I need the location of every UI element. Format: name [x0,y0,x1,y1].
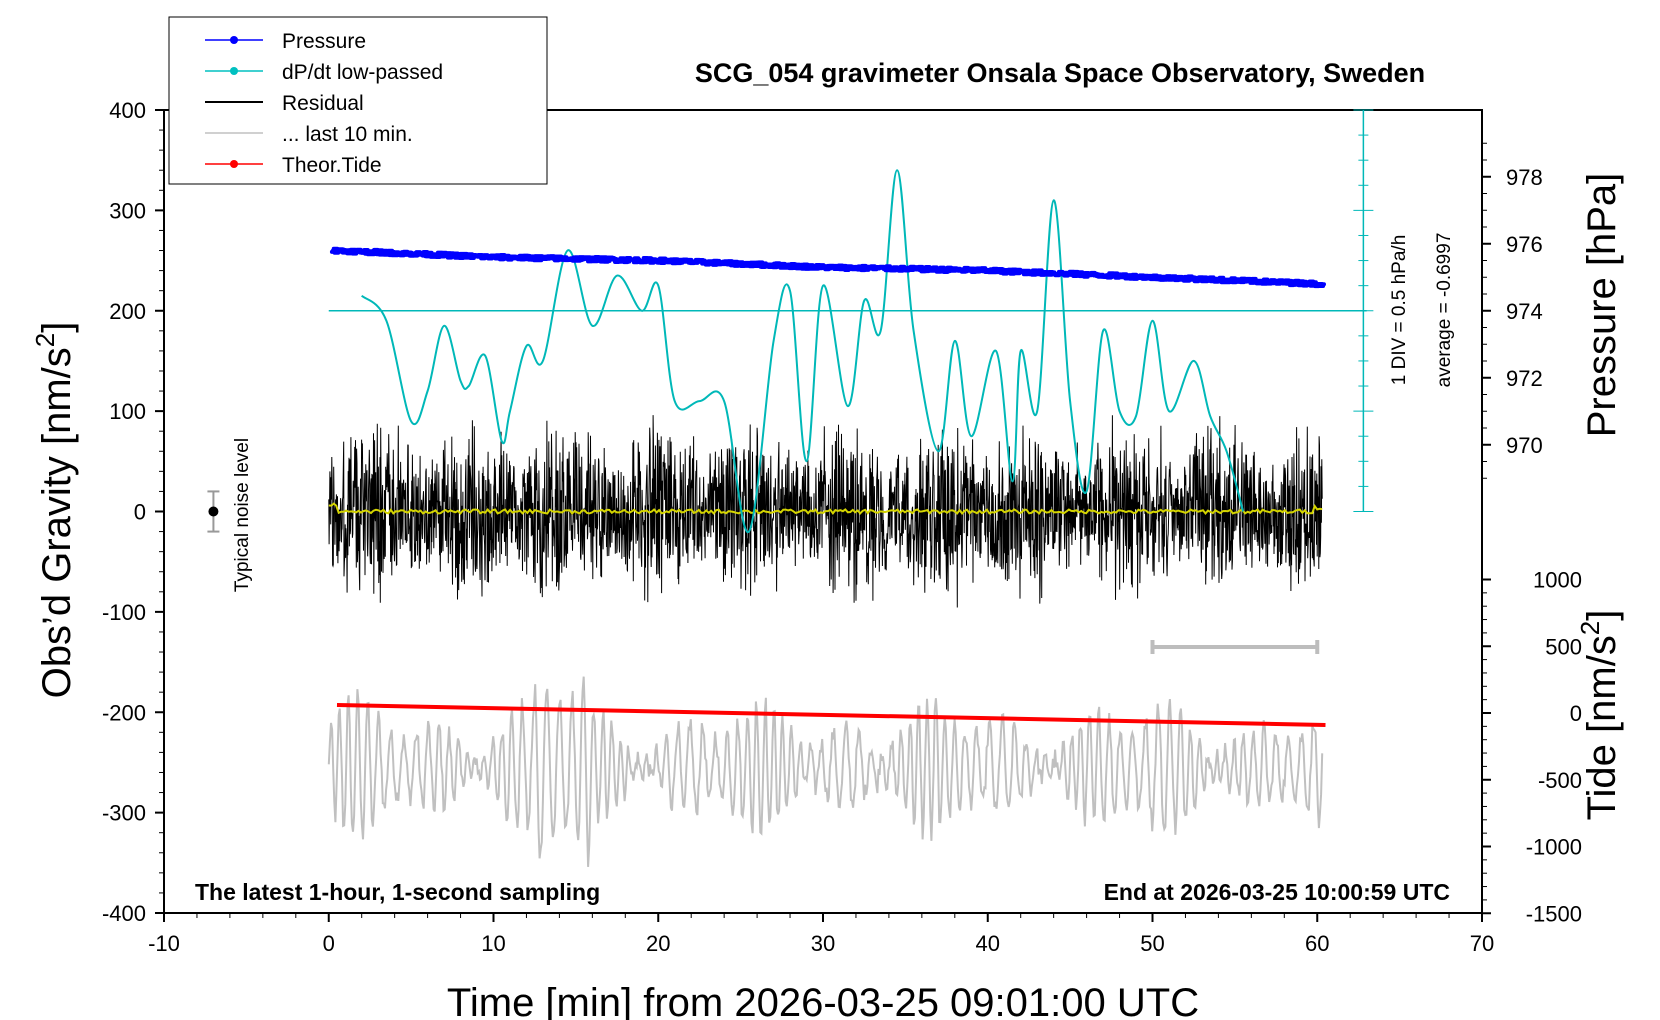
tide-line [336,702,1326,728]
tide-tick-label: 0 [1570,701,1582,726]
pressure-tick-label: 978 [1506,165,1543,190]
x-tick-label: 20 [646,931,670,956]
tide-series [336,702,1326,728]
left-tick-label: 200 [109,299,146,324]
tide-tick-label: -1000 [1526,835,1582,860]
pressure-tick-label: 976 [1506,232,1543,257]
tide-tick-label: 1000 [1533,568,1582,593]
left-tick-label: 400 [109,98,146,123]
legend-label: Residual [282,92,364,115]
chart-title: SCG_054 gravimeter Onsala Space Observat… [695,58,1425,88]
legend-marker [230,160,238,168]
left-tick-label: -200 [102,700,146,725]
last10-line [327,676,1324,867]
residual-series [328,415,1323,608]
x-tick-label: 40 [976,931,1000,956]
legend-label: ... last 10 min. [282,123,413,146]
x-tick-label: 0 [323,931,335,956]
end-note: End at 2026-03-25 10:00:59 UTC [1104,879,1450,905]
pressure-tick-label: 974 [1506,299,1543,324]
pressure-tick-label: 972 [1506,366,1543,391]
x-tick-label: 10 [481,931,505,956]
left-axis-title: Obs’d Gravity [nm/s2] [30,322,79,699]
sampling-note: The latest 1-hour, 1-second sampling [195,879,600,905]
x-axis: -10 0 10 20 30 40 50 60 70 [148,913,1494,956]
x-tick-label: 70 [1470,931,1494,956]
left-tick-label: 100 [109,399,146,424]
residual-mean-line [328,502,1323,516]
pressure-points [329,246,1326,289]
legend-label: dP/dt low-passed [282,61,443,84]
last10-series [327,676,1324,867]
left-tick-label: -100 [102,600,146,625]
pressure-series [329,246,1326,289]
x-tick-label: 60 [1305,931,1329,956]
left-tick-label: 0 [134,500,146,525]
dpdt-scale [1353,109,1374,512]
left-tick-label: -300 [102,801,146,826]
left-tick-label: 300 [109,198,146,223]
residual-mean-series [328,502,1323,516]
average-note: average = -0.6997 [1434,233,1455,388]
tide-axis: -1500 -1000 -500 0 500 1000 [1482,568,1582,926]
dpdt-series [328,169,1367,533]
tide-axis-title: Tide [nm/s2] [1575,610,1624,821]
legend: Pressure dP/dt low-passed Residual ... last… [168,16,548,185]
x-tick-label: -10 [148,931,180,956]
noise-level-label: Typical noise level [232,438,253,592]
noise-dot [208,506,219,517]
residual-line [328,415,1323,608]
x-tick-label: 30 [811,931,835,956]
annotation-bars [207,490,1320,655]
pressure-axis: 970 972 974 976 978 [1482,142,1543,479]
left-axis: -400 -300 -200 -100 0 100 200 300 400 [102,98,164,926]
legend-marker [230,67,238,75]
pressure-axis-title: Pressure [hPa] [1580,173,1624,438]
tide-tick-label: -1500 [1526,901,1582,926]
left-tick-label: -400 [102,901,146,926]
legend-marker [230,36,238,44]
x-tick-label: 50 [1140,931,1164,956]
tide-tick-label: 500 [1545,634,1582,659]
legend-label: Theor.Tide [282,154,382,177]
dpdt-line [360,169,1245,533]
div-note: 1 DIV = 0.5 hPa/h [1389,235,1410,386]
x-axis-title: Time [min] from 2026-03-25 09:01:00 UTC [447,981,1199,1020]
pressure-tick-label: 970 [1506,433,1543,458]
legend-label: Pressure [282,30,366,53]
tide-tick-label: -500 [1538,768,1582,793]
legend-box [168,16,548,185]
